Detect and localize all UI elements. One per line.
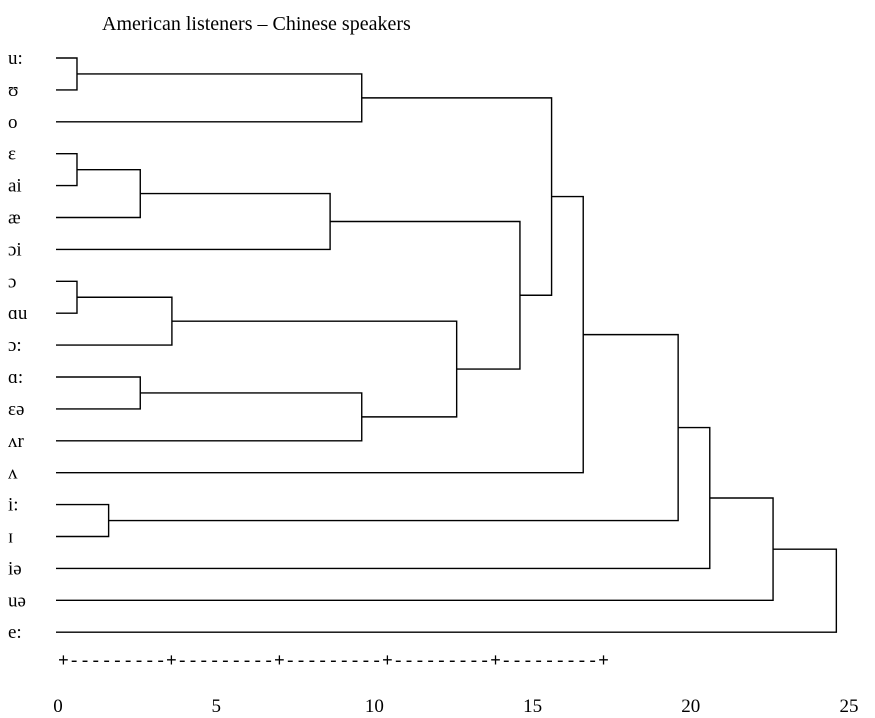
leaf-label: ʌr [8,431,25,452]
axis-line: +---------+---------+---------+---------… [58,652,609,672]
merge-link [330,220,521,370]
leaf-label: ɑ: [8,367,23,388]
leaf-label: ɔi [8,239,22,260]
leaf-labels: u: ʊoɛ ai æ ɔi ɔ ɑu ɔ: ɑ: ɛə ʌr ʌ i: ɪ iə uə e: [8,48,28,643]
leaf-label: o [8,112,18,133]
dendrogram-links [56,57,838,633]
leaf-label: ɛə [8,399,24,420]
merge-link [56,548,838,633]
chart-title: American listeners – Chinese speakers [102,13,411,35]
axis-tick-labels: 0 5 10 15 20 25 [53,696,858,717]
leaf-label: uə [8,590,26,611]
merge-link [56,426,711,570]
merge-link [56,296,173,346]
merge-link [56,280,78,314]
merge-link [56,392,363,442]
merge-link [56,195,584,474]
merge-link [361,97,553,296]
axis-tick-label: 0 [53,696,63,717]
merge-link [56,153,78,187]
merge-link [56,168,141,219]
leaf-label: ɑu [8,303,28,324]
axis-tick-label: 5 [211,696,221,717]
axis-tick-label: 25 [840,696,859,717]
merge-link [56,57,78,91]
leaf-label: ai [8,176,22,197]
leaf-label: ʌ [8,463,18,484]
merge-link [56,376,141,410]
leaf-label: æ [8,208,21,229]
leaf-label: ʊ [8,80,18,101]
leaf-label: ɪ [8,527,13,548]
merge-link [56,497,774,601]
merge-link [171,320,458,418]
axis-tick-label: 20 [681,696,700,717]
axis-tick-label: 15 [523,696,542,717]
leaf-label: ɛ [8,144,16,165]
merge-link [56,73,363,123]
leaf-label: ɔ: [8,335,22,356]
merge-link [108,333,679,522]
leaf-label: iə [8,558,22,579]
merge-link [56,192,331,251]
leaf-label: i: [8,495,19,516]
leaf-label: e: [8,622,22,643]
merge-link [56,503,110,538]
leaf-label: ɔ [8,271,16,292]
axis-tick-label: 10 [365,696,384,717]
leaf-label: u: [8,48,23,69]
